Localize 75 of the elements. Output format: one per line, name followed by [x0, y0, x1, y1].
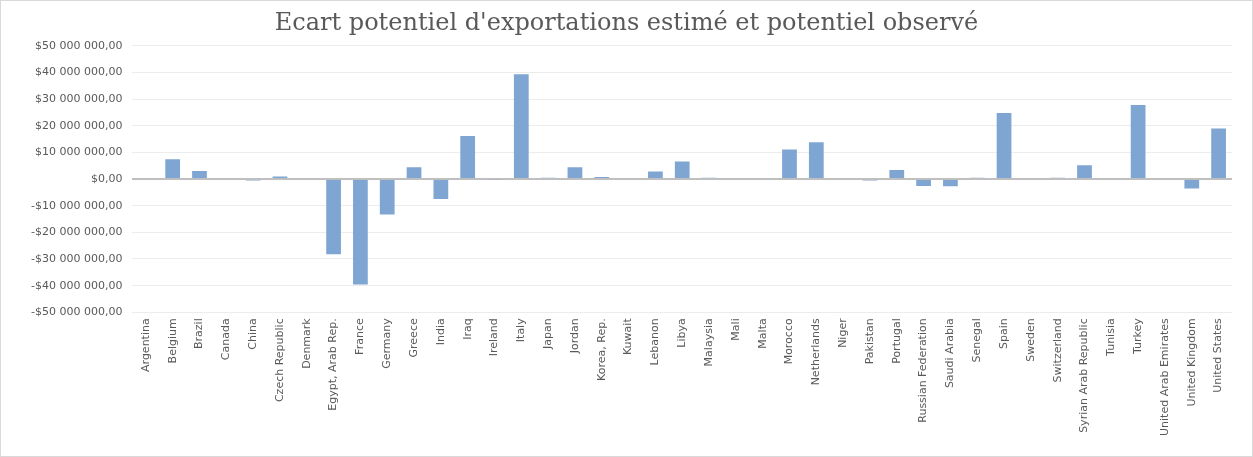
y-tick-label: $50 000 000,00: [34, 38, 123, 52]
x-tick-label: Jordan: [567, 318, 581, 355]
bar: [808, 142, 824, 179]
x-tick-label: Brazil: [192, 318, 206, 349]
bar: [674, 161, 690, 179]
x-tick-label: Malta: [755, 318, 769, 349]
x-tick-label: Syrian Arab Republic: [1077, 318, 1091, 433]
x-tick-label: France: [353, 318, 367, 355]
y-tick-label: -$50 000 000,00: [30, 305, 123, 319]
x-tick-label: Denmark: [299, 317, 313, 369]
bar: [326, 180, 341, 255]
y-tick-label: -$30 000 000,00: [30, 251, 123, 265]
y-tick-label: $30 000 000,00: [34, 91, 123, 105]
x-tick-label: Morocco: [782, 318, 796, 365]
bar: [943, 180, 958, 187]
x-tick-label: Portugal: [889, 318, 903, 364]
x-tick-label: Ireland: [487, 318, 501, 357]
x-tick-label: Turkey: [1130, 317, 1144, 356]
bar: [567, 167, 583, 179]
x-tick-label: Iraq: [460, 318, 474, 340]
bar: [353, 180, 368, 285]
y-tick-label: $0,00: [90, 171, 123, 185]
x-tick-label: Sweden: [1023, 318, 1037, 362]
x-tick-label: Niger: [835, 317, 849, 348]
x-tick-label: Canada: [219, 318, 233, 361]
bar: [165, 159, 181, 179]
x-tick-label: United Arab Emirates: [1157, 318, 1171, 436]
x-tick-label: Czech Republic: [272, 318, 286, 403]
bar: [889, 169, 905, 179]
x-tick-label: Saudi Arabia: [943, 318, 957, 389]
bar: [406, 167, 422, 179]
x-tick-label: Spain: [996, 318, 1010, 350]
x-tick-label: Korea, Rep.: [594, 318, 608, 381]
bar: [648, 171, 663, 179]
x-tick-label: Italy: [514, 317, 528, 343]
x-tick-label: Argentina: [138, 318, 152, 372]
bar: [513, 74, 529, 179]
bar: [1130, 104, 1146, 179]
x-tick-label: Japan: [540, 318, 554, 350]
bar: [1211, 128, 1226, 179]
bar: [433, 180, 449, 200]
bar: [379, 180, 395, 215]
x-tick-label: Netherlands: [809, 318, 823, 386]
x-tick-label: China: [245, 318, 259, 350]
x-tick-label: Greece: [406, 318, 420, 358]
x-tick-label: Germany: [380, 317, 394, 369]
bar: [916, 180, 931, 186]
x-tick-label: Malaysia: [701, 318, 715, 367]
chart-title: Ecart potentiel d'exportations estimé et potentiel observé: [274, 7, 979, 36]
x-tick-label: Lebanon: [648, 318, 662, 366]
x-tick-label: Senegal: [970, 318, 984, 363]
y-tick-label: $20 000 000,00: [34, 118, 123, 132]
x-tick-label: Russian Federation: [916, 318, 930, 423]
bar: [1184, 180, 1200, 189]
x-tick-label: United Kingdom: [1184, 318, 1198, 407]
y-tick-label: $10 000 000,00: [34, 145, 123, 159]
x-tick-label: United States: [1211, 318, 1225, 393]
x-tick-label: Mali: [728, 318, 742, 341]
x-tick-label: India: [433, 318, 447, 346]
y-tick-label: -$20 000 000,00: [30, 225, 123, 239]
y-tick-label: -$40 000 000,00: [30, 278, 123, 292]
bar: [782, 149, 797, 179]
y-tick-label: $40 000 000,00: [34, 65, 123, 79]
x-tick-label: Kuwait: [621, 317, 635, 356]
y-tick-label: -$10 000 000,00: [30, 198, 123, 212]
x-tick-label: Egypt, Arab Rep.: [326, 318, 340, 411]
bar: [460, 135, 476, 179]
x-tick-label: Pakistan: [862, 318, 876, 365]
x-tick-label: Tunisia: [1104, 318, 1118, 357]
bar: [1077, 165, 1092, 179]
bar: [192, 171, 207, 179]
x-tick-label: Switzerland: [1050, 318, 1064, 383]
x-tick-label: Belgium: [165, 318, 179, 364]
x-tick-label: Libya: [675, 318, 689, 348]
bar: [996, 112, 1012, 179]
